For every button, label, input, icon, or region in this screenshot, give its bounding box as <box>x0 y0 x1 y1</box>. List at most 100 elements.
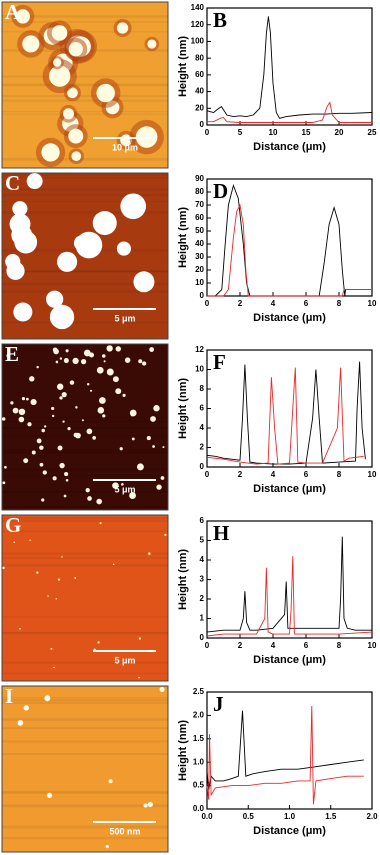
particle <box>2 481 6 485</box>
scan-line <box>2 631 168 633</box>
x-tick-label: 6 <box>304 470 309 479</box>
profile-line <box>206 536 372 633</box>
profile-line <box>206 710 364 791</box>
particle <box>36 365 39 369</box>
particle <box>29 376 35 382</box>
particle <box>164 533 167 537</box>
particle <box>62 108 75 120</box>
scan-line <box>2 727 168 730</box>
image-background <box>1 685 169 853</box>
particle <box>51 414 55 418</box>
x-tick-label: 4 <box>271 641 276 650</box>
particle <box>41 498 45 502</box>
particle <box>86 428 93 435</box>
x-tick-label: 6 <box>304 641 309 650</box>
x-tick-label: 25 <box>368 128 377 137</box>
particle <box>73 432 79 438</box>
particle <box>108 779 113 784</box>
panel-label: G <box>5 513 21 537</box>
x-tick-label: 8 <box>337 470 342 479</box>
particle <box>72 357 79 365</box>
particle <box>112 482 119 489</box>
particle <box>87 496 92 501</box>
scan-line <box>2 753 168 756</box>
panel-label: A <box>5 0 21 24</box>
y-tick-label: 0 <box>200 633 205 642</box>
y-tick-label: 10 <box>195 365 204 374</box>
y-tick-label: 8 <box>200 384 205 393</box>
scan-line <box>2 518 168 520</box>
profile-line <box>207 101 372 123</box>
x-tick-label: 10 <box>269 128 278 137</box>
particle <box>13 541 16 544</box>
particle <box>56 383 64 391</box>
y-tick-label: 120 <box>191 20 205 29</box>
particle <box>67 87 78 99</box>
y-tick-label: 2.0 <box>193 711 205 720</box>
profile-line <box>206 556 373 637</box>
profile-line <box>206 361 366 465</box>
particle <box>122 393 126 397</box>
x-tick-label: 15 <box>302 128 311 137</box>
particle <box>59 396 63 400</box>
particle <box>116 22 129 34</box>
particle <box>68 42 83 57</box>
y-tick-label: 1 <box>200 614 205 623</box>
panel-label: E <box>5 342 19 366</box>
x-axis-label: Distance (μm) <box>253 141 326 153</box>
particle <box>23 458 29 464</box>
scan-line <box>2 282 168 286</box>
panel-label: C <box>5 171 20 195</box>
particle <box>62 420 65 423</box>
x-tick-label: 10 <box>368 299 377 308</box>
plot-frame <box>206 691 373 810</box>
scale-bar-label: 5 μm <box>114 313 135 323</box>
y-tick-label: 40 <box>195 87 204 96</box>
scan-line <box>2 491 168 493</box>
particle <box>36 438 42 444</box>
particle <box>119 447 123 451</box>
scan-line <box>2 672 168 675</box>
y-tick-label: 10 <box>195 278 204 287</box>
x-tick-label: 2.0 <box>366 812 378 821</box>
scan-line <box>2 95 168 98</box>
particle <box>55 360 59 364</box>
scan-line <box>2 490 168 493</box>
particle <box>47 595 49 597</box>
panel-label: B <box>213 8 227 32</box>
particle <box>68 128 84 144</box>
x-axis-label: Distance (μm) <box>253 483 326 495</box>
particle <box>53 666 55 669</box>
x-tick-label: 8 <box>337 641 342 650</box>
scan-line <box>2 426 168 430</box>
y-axis-label: Height (nm) <box>177 549 189 610</box>
scan-line <box>2 697 168 699</box>
particle <box>156 484 162 490</box>
particle <box>148 552 151 555</box>
scan-line <box>2 99 168 102</box>
scan-line <box>2 474 168 478</box>
scan-line <box>2 632 168 635</box>
y-tick-label: 5 <box>200 536 205 545</box>
y-tick-label: 6 <box>200 404 205 413</box>
particle <box>27 422 32 427</box>
x-axis-label: Distance (μm) <box>253 825 326 837</box>
afm-image: 500 nm I <box>1 684 169 853</box>
scan-line <box>2 661 168 664</box>
particle <box>80 358 87 365</box>
scale-bar-label: 500 nm <box>109 826 140 836</box>
scan-line <box>2 211 168 214</box>
x-tick-label: 2 <box>238 299 243 308</box>
particle <box>75 231 103 259</box>
particle <box>6 261 25 280</box>
particle <box>29 539 31 541</box>
profile-line <box>206 705 364 805</box>
y-tick-label: 2 <box>200 443 205 452</box>
scan-line <box>2 434 168 438</box>
particle <box>65 349 69 353</box>
y-tick-label: 0 <box>200 120 205 129</box>
y-axis-label: Height (nm) <box>177 720 189 781</box>
scan-line <box>2 449 168 453</box>
particle <box>44 425 47 428</box>
panel-label: I <box>5 684 13 708</box>
